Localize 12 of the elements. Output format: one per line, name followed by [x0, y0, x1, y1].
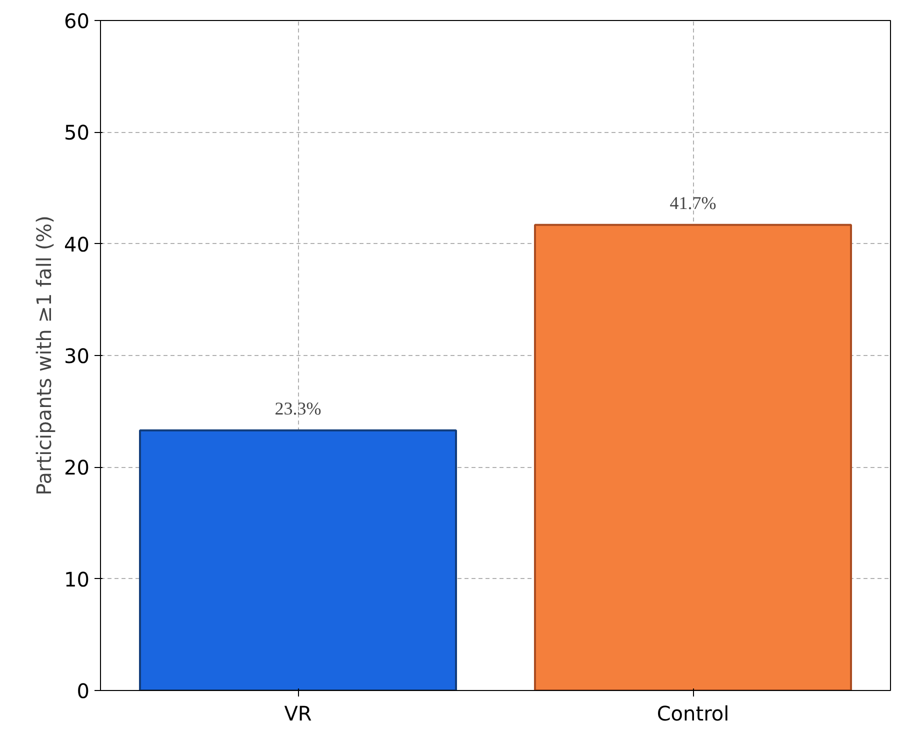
y-tick-label: 20 — [64, 456, 90, 480]
y-tick-label: 30 — [64, 344, 90, 368]
y-tick-label: 10 — [64, 567, 90, 592]
y-axis-title: Participants with ≥1 fall (%) — [32, 216, 56, 496]
y-tick-label: 0 — [76, 679, 90, 703]
x-tick-label: Control — [656, 702, 730, 726]
x-tick-label: VR — [284, 702, 312, 726]
y-tick-label: 40 — [64, 232, 90, 256]
y-tick-label: 60 — [64, 9, 90, 33]
data-label: 23.3% — [274, 398, 322, 418]
y-tick-label: 50 — [64, 120, 90, 145]
data-label: 41.7% — [670, 192, 716, 213]
